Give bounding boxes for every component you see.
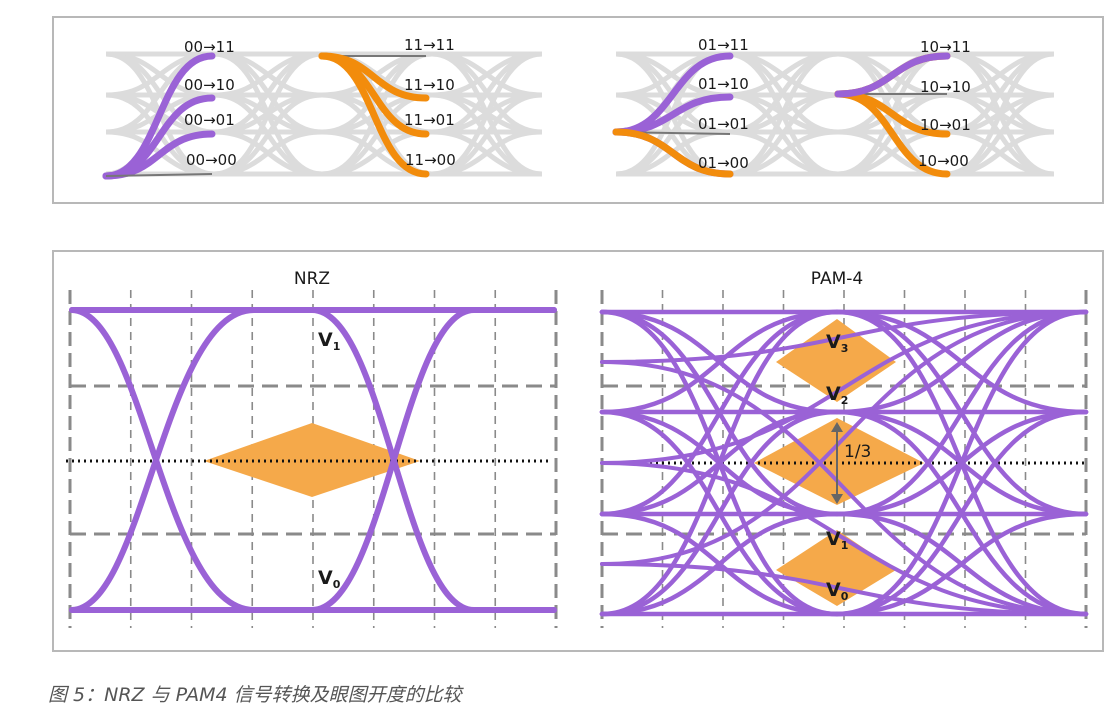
pam4-v3-label: V3: [826, 331, 848, 355]
transition-label: 11→00: [405, 151, 456, 169]
pam4-title: PAM-4: [811, 269, 863, 289]
highlighted-transitions: [102, 52, 951, 180]
transition-label: 10→00: [918, 152, 969, 170]
transition-label: 01→00: [698, 154, 749, 172]
transition-label: 10→01: [920, 116, 971, 134]
transition-label: 10→10: [920, 78, 971, 96]
pam4-v2-label: V2: [826, 383, 848, 407]
transition-label: 10→11: [920, 38, 971, 56]
pam4-trace: [834, 309, 1089, 517]
nrz-v0-label: V0: [318, 567, 341, 591]
transition-label: 00→10: [184, 76, 235, 94]
pam4-trace: [600, 461, 1088, 616]
pam4-eye-upper: [776, 319, 896, 402]
transition-label: 00→00: [186, 151, 237, 169]
transition-label: 00→11: [184, 38, 235, 56]
eye-height-label: 1/3: [844, 442, 871, 462]
pam4-trace: [599, 409, 840, 617]
pam4-trace: [600, 310, 1088, 364]
pam4-trace: [600, 360, 1088, 616]
transition-trace: [834, 52, 951, 98]
pam4-traces: [599, 309, 1089, 617]
pam4-v0-label: V0: [826, 579, 849, 603]
pam4-trace: [834, 409, 1089, 617]
pam4-trace: [599, 511, 840, 617]
transition-diagram: 00→11 00→10 00→01 00→00 11→11 11→10 11→0…: [102, 36, 1055, 180]
transition-trace: [318, 52, 430, 178]
nrz-v1-label: V1: [318, 329, 340, 353]
pam4-eye-lower: [776, 530, 896, 606]
transition-trace: [612, 128, 734, 178]
pam4-trace: [599, 309, 840, 617]
pam4-trace: [600, 562, 1088, 616]
transition-label: 11→11: [404, 36, 455, 54]
transition-trace: [834, 90, 951, 178]
pam4-trace: [599, 309, 840, 517]
pam4-v1-label: V1: [826, 528, 848, 552]
pam4-trace: [834, 511, 1089, 617]
eye-diagrams: 1/3 NRZ PAM-4 V1 V0 V3 V2 V1 V0: [66, 269, 1089, 628]
nrz-title: NRZ: [294, 269, 330, 289]
transition-panel: 00→11 00→10 00→01 00→00 11→11 11→10 11→0…: [52, 16, 1104, 204]
transition-trace: [102, 130, 216, 180]
pam4-trace: [600, 310, 1088, 566]
eye-diagram-panel: 1/3 NRZ PAM-4 V1 V0 V3 V2 V1 V0: [52, 250, 1104, 652]
transition-label: 01→11: [698, 36, 749, 54]
eye-height-arrow: [831, 422, 843, 504]
transition-label: 11→01: [404, 111, 455, 129]
figure-caption: 图 5：NRZ 与 PAM4 信号转换及眼图开度的比较: [48, 684, 462, 706]
pam4-trace: [599, 309, 840, 415]
transition-label: 01→01: [698, 115, 749, 133]
transition-label: 01→10: [698, 75, 749, 93]
pam4-trace: [600, 310, 1088, 465]
transition-label: 00→01: [184, 111, 235, 129]
nrz-traces: [69, 307, 557, 613]
steady-state-line: [105, 173, 213, 177]
transition-label: 11→10: [404, 76, 455, 94]
